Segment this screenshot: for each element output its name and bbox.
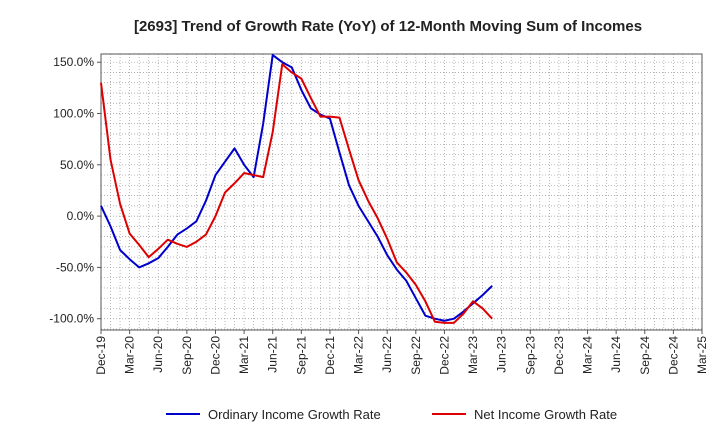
series-line-net-income [100, 63, 493, 324]
x-tick-label: Jun-24 [609, 336, 623, 373]
x-axis-ticks: Dec-19 Mar-20 Jun-20 Sep-20 Dec-20 Mar-21 Jun-… [94, 330, 709, 375]
x-tick-label: Jun-23 [495, 336, 509, 373]
x-tick-label: Dec-20 [208, 336, 222, 375]
y-tick-label: -50.0% [56, 260, 94, 274]
y-tick-label: 100.0% [53, 107, 94, 121]
y-tick-label: 50.0% [60, 158, 94, 172]
series-line-ordinary-income [100, 54, 493, 322]
x-tick-label: Mar-25 [695, 336, 709, 374]
x-tick-label: Sep-22 [409, 336, 423, 375]
x-tick-label: Sep-21 [294, 336, 308, 375]
legend: Ordinary Income Growth Rate Net Income G… [166, 407, 617, 422]
x-tick-label: Jun-21 [266, 336, 280, 373]
x-tick-label: Mar-24 [581, 336, 595, 374]
x-tick-label: Mar-22 [352, 336, 366, 374]
x-tick-label: Mar-21 [237, 336, 251, 374]
x-tick-label: Dec-24 [666, 336, 680, 375]
x-tick-label: Dec-23 [552, 336, 566, 375]
y-tick-label: 0.0% [67, 209, 95, 223]
x-tick-label: Mar-20 [123, 336, 137, 374]
x-tick-label: Dec-21 [323, 336, 337, 375]
x-tick-label: Jun-22 [380, 336, 394, 373]
x-tick-label: Mar-23 [466, 336, 480, 374]
x-tick-label: Dec-22 [437, 336, 451, 375]
x-tick-label: Jun-20 [151, 336, 165, 373]
y-axis-ticks: 150.0% 100.0% 50.0% 0.0% -50.0% -100.0% [49, 55, 101, 326]
y-tick-label: 150.0% [53, 55, 94, 69]
x-tick-label: Dec-19 [94, 336, 108, 375]
x-tick-label: Sep-23 [523, 336, 537, 375]
chart-title: [2693] Trend of Growth Rate (YoY) of 12-… [134, 18, 642, 35]
grid-lines [101, 54, 702, 330]
x-tick-label: Sep-20 [180, 336, 194, 375]
legend-label-net: Net Income Growth Rate [474, 407, 617, 422]
x-tick-label: Sep-24 [638, 336, 652, 375]
plot-area-frame [100, 53, 703, 331]
series-lines [100, 54, 493, 324]
y-tick-label: -100.0% [49, 312, 94, 326]
legend-label-ordinary: Ordinary Income Growth Rate [208, 407, 381, 422]
